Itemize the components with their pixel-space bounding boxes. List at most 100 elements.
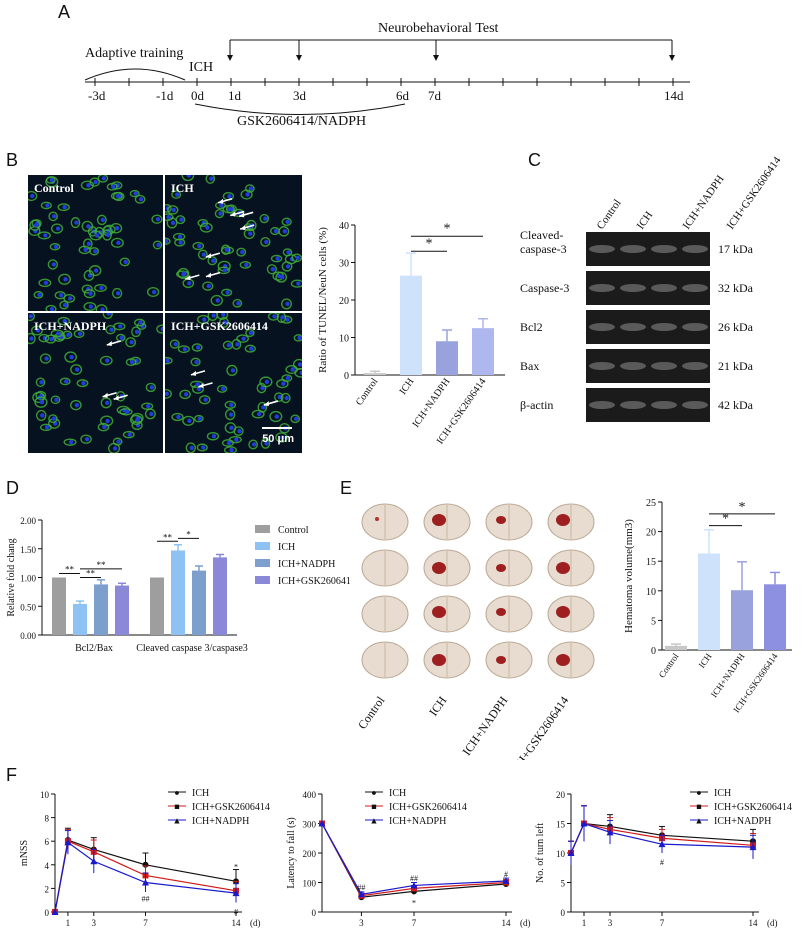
neun-cell xyxy=(48,211,58,222)
chart-turn-point xyxy=(606,828,614,836)
neun-cell xyxy=(35,390,47,401)
fold-legend-label: ICH xyxy=(278,542,295,553)
neun-cell xyxy=(222,340,234,350)
sig-star: * xyxy=(739,500,746,515)
dapi-nucleus xyxy=(56,331,61,336)
neun-cell xyxy=(281,261,293,272)
chart-latency-y-tick-label: 200 xyxy=(303,849,317,859)
dapi-nucleus xyxy=(68,296,73,301)
neun-cell xyxy=(99,355,113,366)
dapi-nucleus xyxy=(273,228,279,234)
tunel-bar xyxy=(400,275,422,375)
dapi-nucleus xyxy=(218,211,223,216)
neun-cell xyxy=(266,264,277,275)
neun-cell xyxy=(239,260,252,269)
chart-mnss-y-tick-label: 6 xyxy=(45,837,50,847)
dapi-nucleus xyxy=(228,412,234,417)
dapi-nucleus xyxy=(49,336,54,342)
blot-row-label: β-actin xyxy=(520,398,554,412)
timeline-tick-labels: -3d -1d 0d 1d 3d 6d 7d 14d xyxy=(88,88,684,103)
neun-cell xyxy=(83,288,96,299)
hematoma xyxy=(556,654,570,666)
dapi-nucleus xyxy=(197,243,202,249)
dapi-nucleus xyxy=(63,277,68,282)
dapi-nucleus xyxy=(74,402,80,408)
neun-cell xyxy=(76,379,89,388)
dapi-nucleus xyxy=(104,400,110,406)
neun-cell xyxy=(280,315,293,324)
dapi-nucleus xyxy=(149,411,154,417)
blot-lane-label: ICH xyxy=(635,209,656,231)
dapi-nucleus xyxy=(51,262,57,267)
neun-cell xyxy=(30,325,43,336)
neun-cell xyxy=(73,329,85,339)
neun-cell xyxy=(232,298,243,308)
dapi-nucleus xyxy=(229,425,234,430)
arrow-head xyxy=(190,370,196,376)
chart-mnss-point xyxy=(142,879,149,886)
blot-lane-band xyxy=(682,284,708,292)
dapi-nucleus xyxy=(174,192,180,197)
fold-y-tick-label: 1.50 xyxy=(20,545,36,555)
chart-latency-legend-label: ICH+GSK2606414 xyxy=(389,802,467,813)
dapi-nucleus xyxy=(171,207,176,213)
neun-cell xyxy=(256,382,267,394)
dapi-nucleus xyxy=(275,256,280,261)
neun-cell xyxy=(89,230,103,241)
dapi-nucleus xyxy=(196,386,202,392)
chart-latency-point xyxy=(318,820,326,827)
neun-cell xyxy=(70,364,83,375)
neun-cell xyxy=(100,397,112,409)
dapi-nucleus xyxy=(211,313,216,318)
blot-lane-label: Control xyxy=(595,197,624,231)
fold-bar xyxy=(94,584,108,635)
blot-row-label: Cleaved- caspase-3 xyxy=(520,228,567,256)
dapi-nucleus xyxy=(170,220,176,226)
panel-label-b: B xyxy=(6,150,19,170)
neun-cell xyxy=(172,232,186,241)
dapi-nucleus xyxy=(211,434,217,439)
dapi-nucleus xyxy=(224,247,229,252)
panel-label-a: A xyxy=(58,2,71,22)
dapi-nucleus xyxy=(256,411,262,417)
chart-turn-x-tick-label: 1 xyxy=(582,918,587,928)
fold-x-tick-label: Cleaved caspase 3/caspase3 xyxy=(136,643,248,654)
neun-cell xyxy=(244,344,256,353)
dapi-nucleus xyxy=(249,346,254,351)
dapi-nucleus xyxy=(118,324,123,329)
blot-lane-band xyxy=(651,245,677,253)
dapi-nucleus xyxy=(173,341,178,347)
dapi-nucleus xyxy=(280,274,285,280)
neun-cell xyxy=(171,412,184,422)
dapi-nucleus xyxy=(285,317,290,322)
neun-cell xyxy=(259,376,273,388)
dapi-nucleus xyxy=(124,409,130,414)
dapi-nucleus xyxy=(230,368,236,373)
neun-cell xyxy=(214,208,225,219)
chart-mnss-x-tick-label: 3 xyxy=(92,918,97,928)
neun-cell xyxy=(275,271,288,283)
fold-bar xyxy=(52,577,66,635)
chart-turn-y-label: No. of turn left xyxy=(535,823,546,883)
blot-lane-band xyxy=(651,323,677,331)
neun-cell xyxy=(236,334,249,343)
dapi-nucleus xyxy=(62,302,68,308)
dapi-nucleus xyxy=(155,216,161,222)
neun-cell xyxy=(224,408,236,421)
ich-label: ICH xyxy=(189,60,213,75)
dapi-nucleus xyxy=(197,416,203,421)
hema-y-tick-label: 5 xyxy=(651,616,656,627)
chart-latency-y-tick-label: 100 xyxy=(303,879,317,889)
neun-cell xyxy=(145,382,157,393)
hema-bar xyxy=(731,590,753,650)
dapi-nucleus xyxy=(189,445,195,451)
dapi-nucleus xyxy=(222,320,228,325)
dapi-nucleus xyxy=(205,225,210,230)
dapi-nucleus xyxy=(178,240,183,245)
dapi-nucleus xyxy=(215,298,220,303)
neun-cell xyxy=(119,257,131,267)
hematoma xyxy=(432,606,446,618)
dapi-nucleus xyxy=(94,233,100,238)
hema-x-tick-label: ICH xyxy=(697,651,714,670)
